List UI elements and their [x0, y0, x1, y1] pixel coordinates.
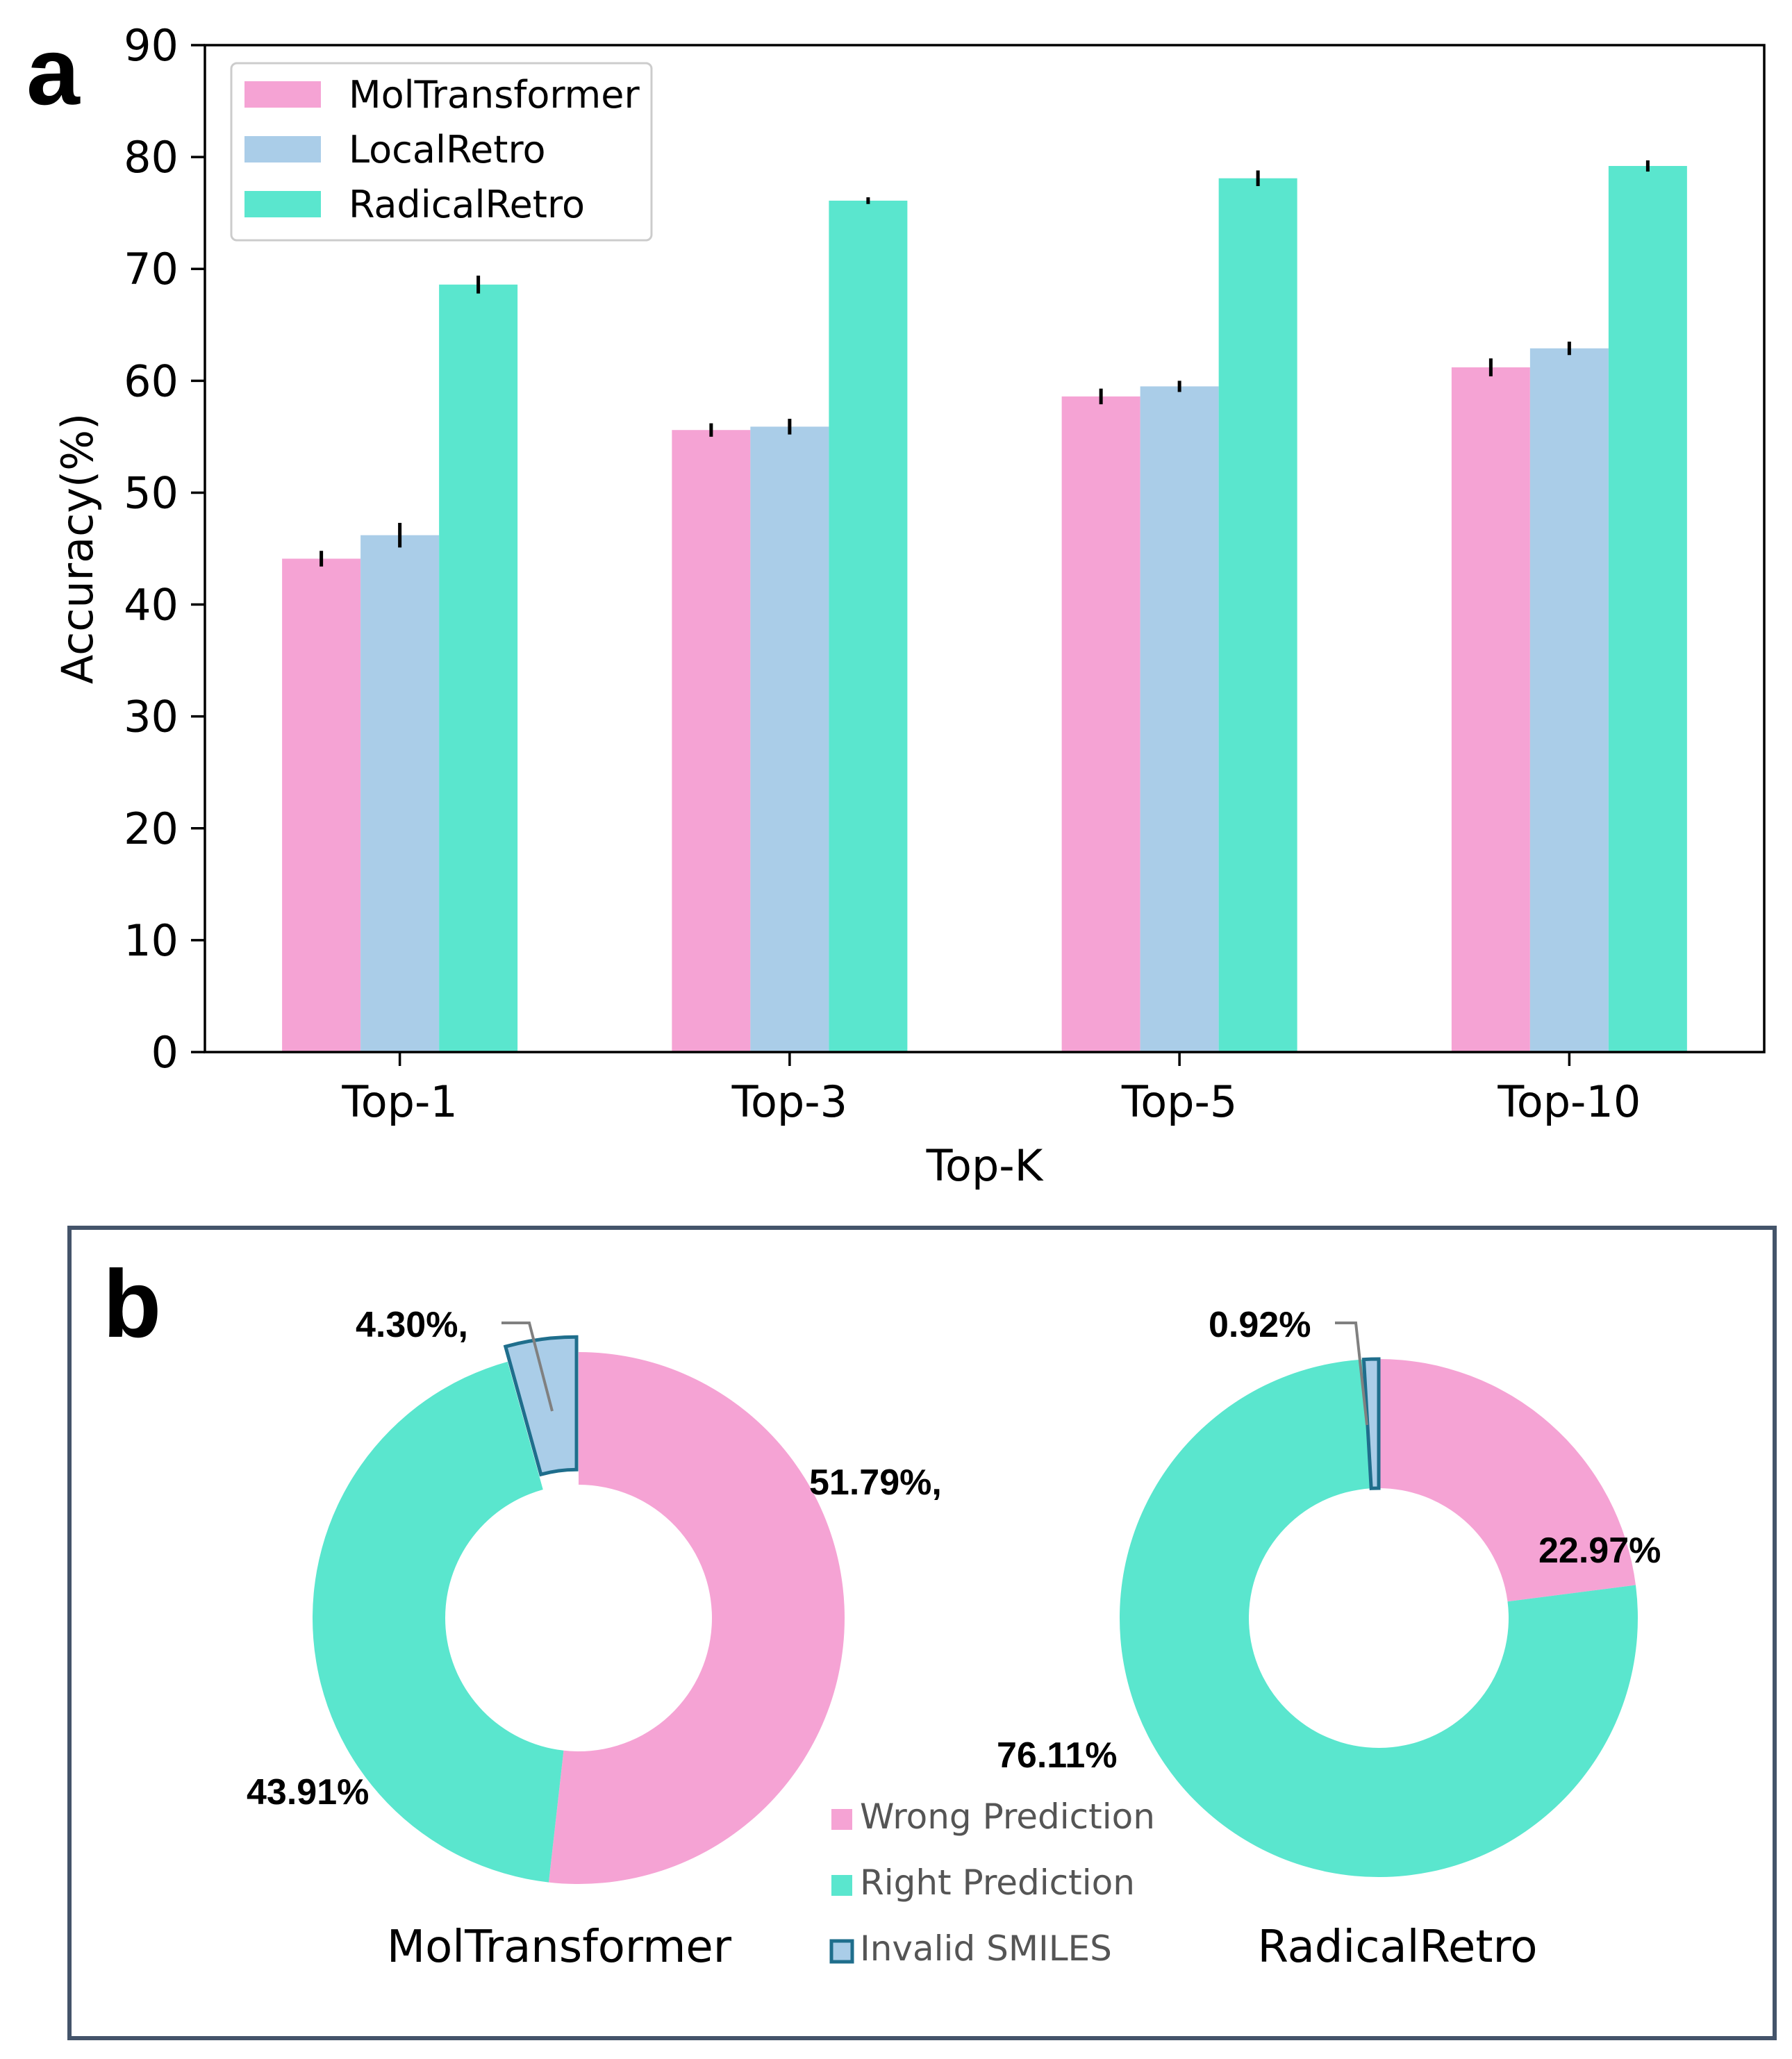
legend-label-localretro: LocalRetro — [349, 128, 546, 172]
panel-label-a: a — [26, 18, 81, 125]
y-tick-label: 20 — [124, 803, 179, 854]
bar-localretro-top-5 — [1140, 386, 1219, 1052]
legend-swatch-radicalretro — [244, 191, 321, 217]
slice-right-prediction — [312, 1361, 564, 1883]
bar-localretro-top-1 — [360, 535, 440, 1052]
y-tick-label: 70 — [124, 244, 179, 294]
x-axis-label: Top-K — [926, 1140, 1044, 1191]
legend-b-swatch — [831, 1809, 852, 1830]
leader-line — [501, 1322, 554, 1412]
bars-layer — [282, 166, 1687, 1053]
slice-right-prediction — [1120, 1359, 1638, 1878]
legend-swatch-moltransformer — [244, 81, 321, 108]
legend-b-label: Invalid SMILES — [860, 1928, 1112, 1969]
legend-b: Wrong Prediction Right Prediction Invalid … — [829, 1797, 1155, 1969]
y-tick-label: 40 — [124, 580, 179, 631]
bar-radicalretro-top-3 — [829, 200, 908, 1052]
y-tick-label: 50 — [124, 467, 179, 518]
y-tick-label: 10 — [124, 915, 179, 966]
bar-moltransformer-top-3 — [672, 430, 751, 1052]
plot-frame — [204, 44, 1766, 1053]
legend-b-label: Wrong Prediction — [860, 1797, 1155, 1837]
legend-box — [230, 62, 653, 242]
y-axis: 0 10 20 30 40 50 60 70 80 90 — [124, 20, 205, 1078]
slice-invalid-smiles — [1361, 1357, 1381, 1490]
legend-b-swatch — [829, 1939, 854, 1964]
bar-radicalretro-top-5 — [1218, 178, 1297, 1053]
legend: MolTransformer LocalRetro RadicalRetro — [230, 62, 653, 242]
panel-label-b: b — [103, 1251, 161, 1358]
slice-label: 43.91% — [247, 1772, 369, 1812]
y-tick-label: 0 — [151, 1027, 179, 1078]
slice-label: 51.79%, — [809, 1462, 942, 1503]
y-tick-label: 30 — [124, 692, 179, 742]
legend-b-label: Right Prediction — [860, 1862, 1135, 1903]
donut-radicalretro: 22.97% 76.11% 0.92% RadicalRetro — [997, 1305, 1661, 1973]
slice-invalid-smiles — [503, 1335, 579, 1477]
leader-line — [1335, 1322, 1368, 1426]
donut-title: RadicalRetro — [1258, 1922, 1538, 1973]
slice-label: 76.11% — [997, 1735, 1118, 1776]
slice-wrong-prediction — [549, 1352, 845, 1884]
bar-moltransformer-top-1 — [282, 558, 361, 1052]
slice-label: 0.92% — [1209, 1305, 1311, 1345]
slice-label: 4.30%, — [356, 1305, 468, 1345]
bar-moltransformer-top-5 — [1061, 396, 1140, 1052]
x-axis: Top-1 Top-3 Top-5 Top-10 — [341, 1052, 1641, 1127]
x-tick-label: Top-1 — [341, 1076, 457, 1127]
legend-label-radicalretro: RadicalRetro — [349, 183, 585, 226]
bar-radicalretro-top-10 — [1608, 166, 1687, 1052]
bar-localretro-top-10 — [1529, 348, 1609, 1053]
y-tick-label: 90 — [124, 20, 179, 71]
legend-swatch-localretro — [244, 136, 321, 162]
slice-label: 22.97% — [1538, 1531, 1661, 1571]
y-tick-label: 60 — [124, 356, 179, 406]
panel-b-frame — [67, 1226, 1777, 2040]
x-tick-label: Top-5 — [1121, 1076, 1237, 1127]
bar-localretro-top-3 — [750, 426, 829, 1052]
legend-label-moltransformer: MolTransformer — [349, 73, 640, 117]
donut-moltransformer: 51.79%, 43.91% 4.30%, MolTransformer — [247, 1305, 942, 1973]
bar-moltransformer-top-10 — [1451, 367, 1530, 1052]
x-tick-label: Top-3 — [731, 1076, 847, 1127]
error-bars-layer — [320, 160, 1650, 567]
donut-charts: 51.79%, 43.91% 4.30%, MolTransformer 22.97% 7… — [247, 1305, 1661, 1973]
y-tick-label: 80 — [124, 132, 179, 183]
legend-b-swatch — [831, 1875, 852, 1896]
x-tick-label: Top-10 — [1497, 1076, 1641, 1127]
donut-title: MolTransformer — [387, 1922, 732, 1973]
slice-wrong-prediction — [1379, 1359, 1636, 1602]
y-axis-label: Accuracy(%) — [52, 413, 103, 684]
bar-radicalretro-top-1 — [439, 284, 518, 1052]
